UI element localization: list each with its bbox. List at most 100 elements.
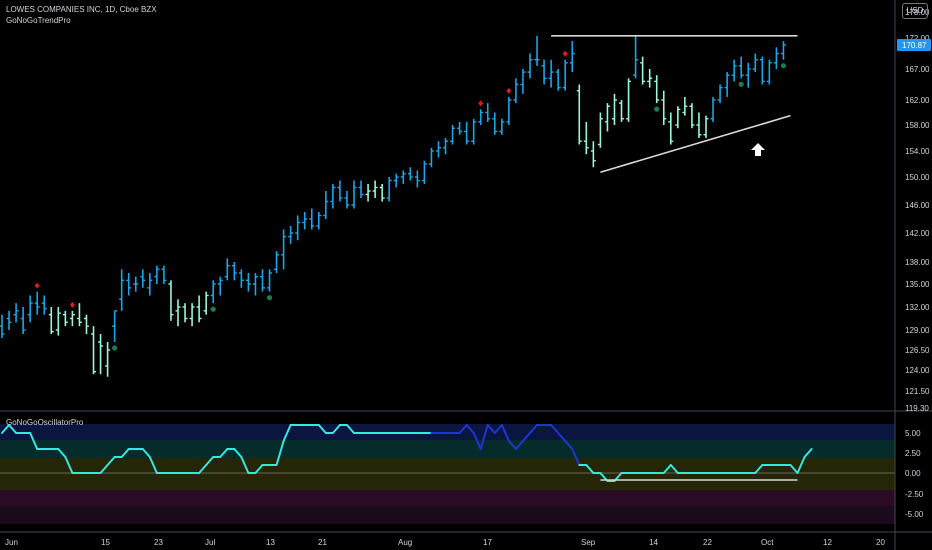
ohlc-bar [738, 56, 744, 79]
ohlc-bar [69, 310, 75, 327]
ohlc-bar [119, 269, 125, 311]
x-tick-label: 17 [483, 538, 492, 547]
x-tick-label: Oct [761, 538, 774, 547]
osc-segment [500, 424, 510, 442]
y-tick-label: 162.00 [905, 96, 930, 105]
ohlc-bar [724, 72, 730, 97]
y-tick-label: 178.00 [905, 8, 930, 17]
ohlc-bar [189, 303, 195, 327]
osc-segment [803, 448, 813, 458]
ohlc-bar [259, 269, 265, 292]
oscillator-bands [0, 424, 895, 524]
ohlc-bar [421, 160, 427, 184]
y-tick-label: 119.30 [905, 404, 929, 413]
osc-segment [8, 424, 18, 434]
osc-segment [529, 424, 539, 434]
ohlc-bar [224, 258, 230, 281]
ohlc-bar [576, 84, 582, 145]
ohlc-bar [337, 180, 343, 202]
ohlc-bar [344, 191, 350, 209]
y-tick-label: 150.00 [905, 173, 930, 182]
go-marker [654, 106, 660, 112]
ohlc-bar [168, 280, 174, 321]
ohlc-bar [527, 53, 533, 79]
ohlc-bar [154, 265, 160, 284]
ohlc-bar [274, 251, 280, 273]
osc-segment [514, 440, 524, 450]
ohlc-bar [203, 291, 209, 315]
osc-tick-label: 2.50 [905, 449, 921, 458]
osc-tick-label: -2.50 [905, 490, 924, 499]
y-tick-label: 154.00 [905, 147, 930, 156]
osc-segment [486, 424, 496, 434]
y-tick-label: 158.00 [905, 121, 930, 130]
ohlc-bar [471, 118, 477, 145]
x-tick-label: Jul [205, 538, 215, 547]
ohlc-bar [633, 35, 639, 79]
osc-tick-label: 5.00 [905, 429, 921, 438]
nogo-marker [34, 282, 40, 289]
osc-tick-label: 0.00 [905, 469, 921, 478]
x-tick-label: 12 [823, 538, 832, 547]
ohlc-bar [752, 53, 758, 73]
osc-segment [1, 424, 11, 434]
currency-button[interactable]: USD [902, 3, 928, 19]
ohlc-bar [302, 212, 308, 230]
oscillator-line [1, 424, 813, 482]
ohlc-bar [13, 303, 19, 323]
oscillator-axis[interactable]: 5.00 2.50 0.00 -2.50 -5.00 [905, 429, 924, 519]
ohlc-bar [668, 112, 674, 145]
ohlc-bar [773, 47, 779, 69]
go-marker [112, 345, 118, 351]
ohlc-bar [196, 295, 202, 323]
ohlc-bar [435, 141, 441, 158]
ohlc-bar [400, 170, 406, 184]
y-tick-label: 124.00 [905, 366, 930, 375]
up-arrow-icon [751, 143, 765, 156]
y-tick-label: 121.50 [905, 387, 930, 396]
osc-segment [458, 424, 468, 434]
price-axis[interactable]: 178.00 172.00 167.00 162.00 158.00 154.00 150.… [905, 8, 930, 413]
ohlc-bar [689, 103, 695, 129]
ohlc-bar [731, 59, 737, 82]
osc-segment [662, 464, 672, 474]
ohlc-bar [428, 147, 434, 168]
ohlc-bar [393, 173, 399, 188]
osc-band-nogo [0, 490, 895, 506]
oscillator-title: GoNoGoOscillatorPro [6, 418, 84, 427]
osc-segment [571, 448, 581, 466]
ohlc-bar [112, 310, 118, 342]
ohlc-bar [555, 69, 561, 91]
x-tick-label: 13 [266, 538, 275, 547]
x-tick-label: 23 [154, 538, 163, 547]
ohlc-bar [457, 121, 463, 135]
ohlc-bar [231, 262, 237, 281]
osc-segment [141, 448, 151, 458]
ohlc-bar [464, 121, 470, 145]
ohlc-bar [55, 307, 61, 336]
support-line[interactable] [600, 114, 791, 174]
ohlc-bar [562, 59, 568, 91]
chart-title: LOWES COMPANIES INC, 1D, Cboe BZX [6, 5, 157, 14]
ohlc-bar [238, 269, 244, 288]
time-axis[interactable]: Jun 15 23 Jul 13 21 Aug 17 Sep 14 22 Oct 12 20 [5, 538, 885, 547]
ohlc-bar [147, 273, 153, 296]
ohlc-bar [34, 291, 40, 315]
osc-segment [507, 440, 517, 450]
osc-segment [669, 464, 679, 474]
ohlc-bar [675, 106, 681, 129]
ohlc-bar [365, 184, 371, 202]
nogo-marker [69, 301, 75, 308]
nogo-marker [478, 100, 484, 107]
ohlc-bar [98, 334, 104, 375]
ohlc-bar [175, 299, 181, 327]
ohlc-bar [759, 56, 765, 85]
ohlc-bar [372, 180, 378, 198]
osc-segment [564, 440, 574, 450]
ohlc-bar [379, 184, 385, 202]
ohlc-bar [520, 69, 526, 94]
osc-segment [796, 456, 806, 474]
ohlc-bar [548, 59, 554, 88]
x-tick-label: Aug [398, 538, 412, 547]
